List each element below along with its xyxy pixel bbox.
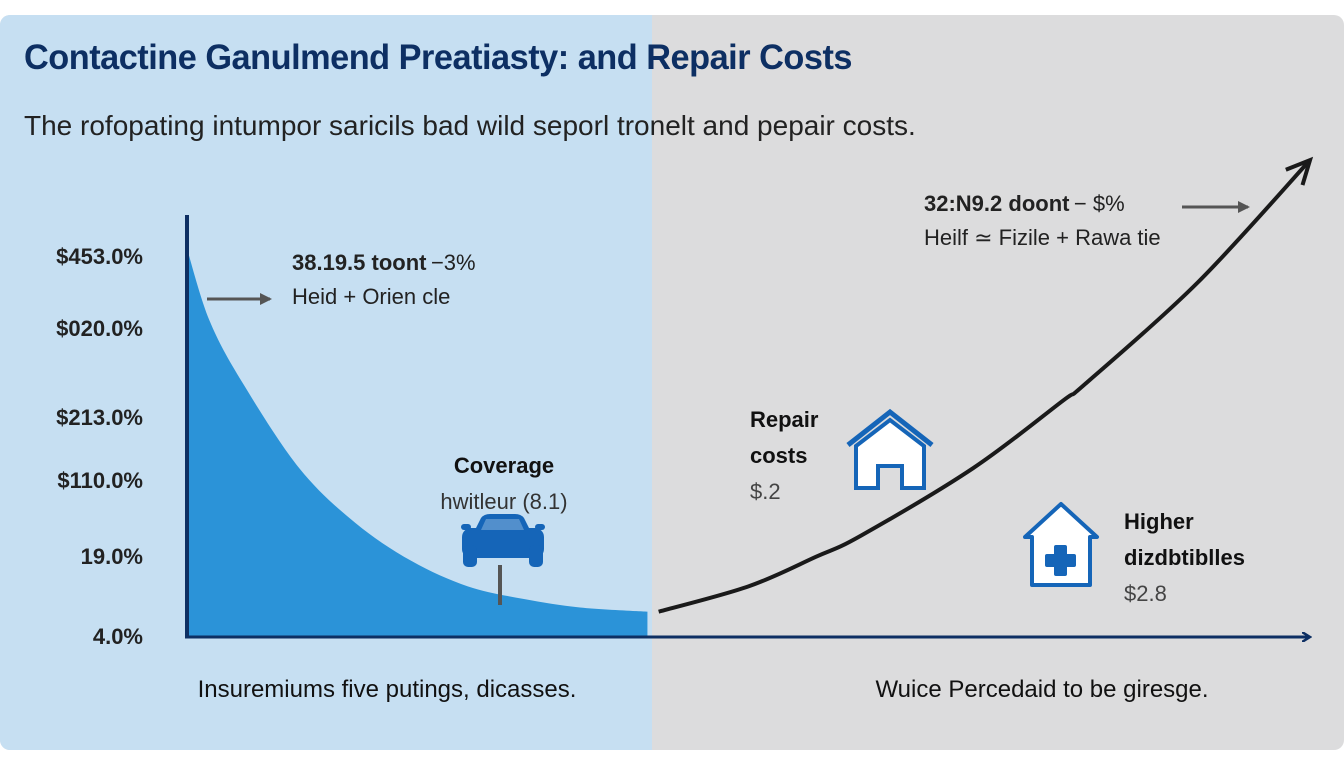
repair-costs-arrowhead <box>1285 156 1314 186</box>
repair-costs-line <box>658 158 1312 614</box>
house-icon <box>846 408 934 490</box>
caption-right: Wuice Percedaid to be giresge. <box>875 676 1209 703</box>
subtitle: The rofopating intumpor saricils bad wil… <box>24 110 916 141</box>
repair-title-line1: Repair <box>750 407 819 432</box>
y-tick-label: 4.0% <box>92 624 143 649</box>
repair-title-line2: costs <box>750 443 808 468</box>
coverage-detail: hwitleur (8.1) <box>440 489 568 514</box>
car-icon <box>461 514 545 605</box>
caption-left: Insuremiums five putings, dicasses. <box>197 676 577 703</box>
deductibles-title-line1: Higher <box>1124 509 1194 534</box>
y-tick-label: $110.0% <box>57 467 143 493</box>
annotation-right-value: 32:Ν9.2 doont <box>924 191 1070 216</box>
annotation-right: 32:Ν9.2 doont − $% Heilf ≃ Fizile + Rawa… <box>924 191 1161 251</box>
premiums-area <box>187 248 648 637</box>
y-tick-label: $453.0% <box>56 244 143 270</box>
coverage-title: Coverage <box>453 453 555 478</box>
y-tick-label: 19.0% <box>80 543 143 569</box>
annotation-left-detail: Heid + Orien cle <box>292 284 451 309</box>
annotation-left-value: 38.19.5 toont <box>292 250 427 275</box>
house-plus-icon <box>1023 502 1099 587</box>
y-tick-label: $213.0% <box>56 404 143 430</box>
page-title: Contactine Ganulmend Preatiasty: and Rep… <box>24 38 852 77</box>
deductibles-value: $2.8 <box>1124 581 1167 606</box>
deductibles-title-line2: dizdbtiblles <box>1124 545 1245 570</box>
repair-costs-label: Repair costs $.2 <box>750 402 818 510</box>
coverage-label: Coverage hwitleur (8.1) <box>424 448 584 520</box>
annotation-right-delta: − $% <box>1073 191 1125 216</box>
annotation-left-delta: −3% <box>430 250 476 275</box>
deductibles-label: Higher dizdbtiblles $2.8 <box>1124 504 1245 612</box>
repair-value: $.2 <box>750 479 781 504</box>
y-tick-label: $020.0% <box>56 315 143 341</box>
annotation-left: 38.19.5 toont −3% Heid + Orien cle <box>292 250 476 310</box>
annotation-right-detail: Heilf ≃ Fizile + Rawa tie <box>924 225 1161 250</box>
